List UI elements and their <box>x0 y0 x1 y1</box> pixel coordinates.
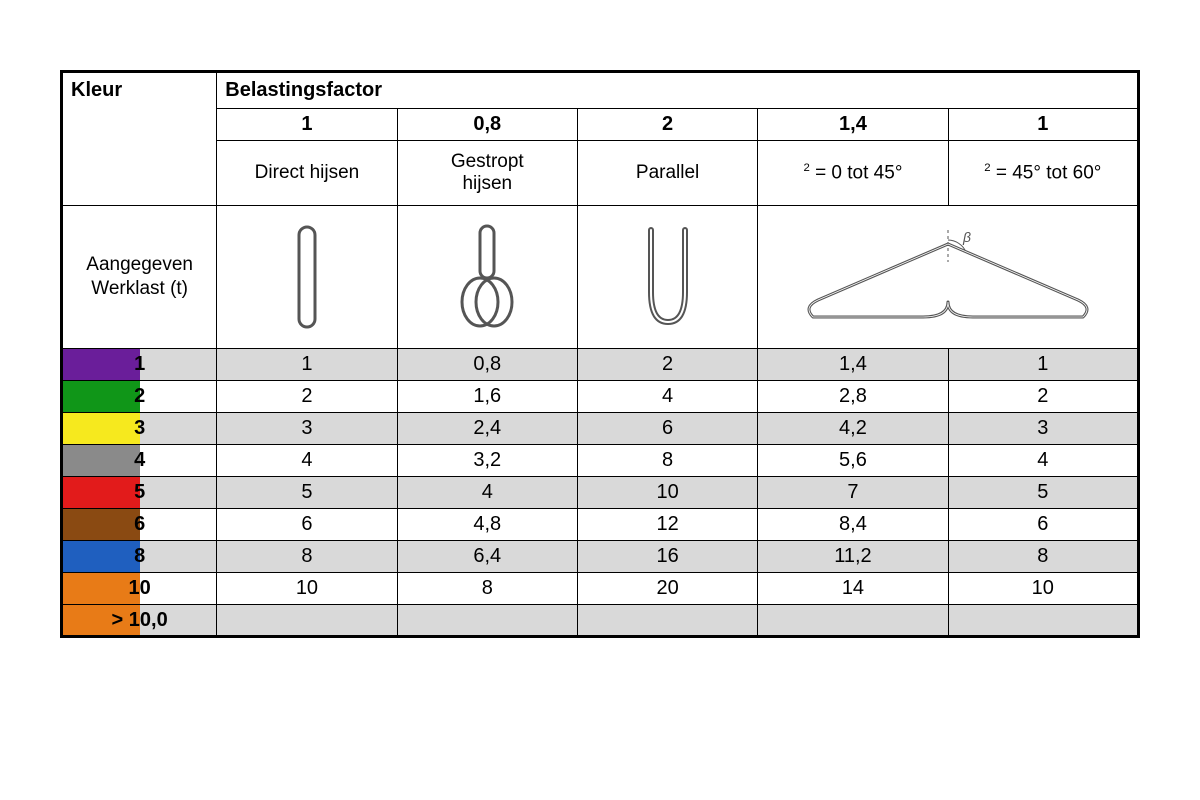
load-factor-table: Kleur Belastingsfactor 1 0,8 2 1,4 1 Dir… <box>60 70 1140 638</box>
value-cell <box>217 605 397 637</box>
value-cell: 4,8 <box>397 509 577 541</box>
row-label: 3 <box>62 413 217 445</box>
gestropt-hijsen-icon <box>397 206 577 349</box>
table-row: 332,464,23 <box>62 413 1139 445</box>
factor-4: 1,4 <box>758 109 948 141</box>
value-cell: 1,4 <box>758 349 948 381</box>
desc-row: Direct hijsen Gestropthijsen Parallel 2 … <box>62 141 1139 206</box>
value-cell: 14 <box>758 573 948 605</box>
value-cell: 20 <box>577 573 757 605</box>
werklast-label: Aangegeven Werklast (t) <box>62 206 217 349</box>
value-cell: 3 <box>948 413 1138 445</box>
factor-2: 0,8 <box>397 109 577 141</box>
parallel-icon <box>577 206 757 349</box>
factor-row: 1 0,8 2 1,4 1 <box>62 109 1139 141</box>
row-label-text: 5 <box>63 481 216 504</box>
table-row: > 10,0 <box>62 605 1139 637</box>
value-cell: 4 <box>217 445 397 477</box>
value-cell: 11,2 <box>758 541 948 573</box>
value-cell: 1,6 <box>397 381 577 413</box>
value-cell: 1 <box>948 349 1138 381</box>
value-cell <box>577 605 757 637</box>
value-cell: 12 <box>577 509 757 541</box>
row-label: 2 <box>62 381 217 413</box>
value-cell: 4 <box>577 381 757 413</box>
value-cell: 8 <box>397 573 577 605</box>
factor-1: 1 <box>217 109 397 141</box>
value-cell: 5 <box>948 477 1138 509</box>
row-label-text: 2 <box>63 385 216 408</box>
factor-3: 2 <box>577 109 757 141</box>
row-label-text: > 10,0 <box>63 609 216 632</box>
row-label: 4 <box>62 445 217 477</box>
value-cell: 4,2 <box>758 413 948 445</box>
value-cell: 3 <box>217 413 397 445</box>
table-row: 5541075 <box>62 477 1139 509</box>
table-row: 10108201410 <box>62 573 1139 605</box>
row-label-text: 4 <box>63 449 216 472</box>
row-label-text: 1 <box>63 353 216 376</box>
desc-0-45: 2 = 0 tot 45° <box>758 141 948 206</box>
value-cell: 1 <box>217 349 397 381</box>
angled-icon: β <box>758 206 1139 349</box>
value-cell: 6,4 <box>397 541 577 573</box>
value-cell: 2 <box>217 381 397 413</box>
belastingsfactor-header: Belastingsfactor <box>217 72 1139 109</box>
direct-hijsen-icon <box>217 206 397 349</box>
value-cell: 16 <box>577 541 757 573</box>
value-cell <box>948 605 1138 637</box>
desc-gestropt: Gestropthijsen <box>397 141 577 206</box>
value-cell: 6 <box>577 413 757 445</box>
factor-5: 1 <box>948 109 1138 141</box>
value-cell: 4 <box>948 445 1138 477</box>
value-cell: 6 <box>948 509 1138 541</box>
value-cell: 8 <box>577 445 757 477</box>
value-cell: 2 <box>948 381 1138 413</box>
value-cell: 5 <box>217 477 397 509</box>
table-row: 221,642,82 <box>62 381 1139 413</box>
value-cell: 10 <box>217 573 397 605</box>
value-cell: 3,2 <box>397 445 577 477</box>
row-label: 6 <box>62 509 217 541</box>
svg-text:β: β <box>962 229 971 245</box>
row-label-text: 6 <box>63 513 216 536</box>
desc-45-60: 2 = 45° tot 60° <box>948 141 1138 206</box>
row-label-text: 3 <box>63 417 216 440</box>
row-label-text: 10 <box>63 577 216 600</box>
value-cell: 6 <box>217 509 397 541</box>
value-cell: 2 <box>577 349 757 381</box>
value-cell: 8,4 <box>758 509 948 541</box>
value-cell: 2,4 <box>397 413 577 445</box>
value-cell: 5,6 <box>758 445 948 477</box>
value-cell: 4 <box>397 477 577 509</box>
desc-parallel: Parallel <box>577 141 757 206</box>
row-label: 1 <box>62 349 217 381</box>
value-cell <box>397 605 577 637</box>
table-row: 664,8128,46 <box>62 509 1139 541</box>
value-cell: 2,8 <box>758 381 948 413</box>
row-label: 5 <box>62 477 217 509</box>
value-cell: 0,8 <box>397 349 577 381</box>
value-cell: 10 <box>577 477 757 509</box>
value-cell: 8 <box>217 541 397 573</box>
value-cell <box>758 605 948 637</box>
table-row: 886,41611,28 <box>62 541 1139 573</box>
value-cell: 7 <box>758 477 948 509</box>
table-row: 443,285,64 <box>62 445 1139 477</box>
row-label: 10 <box>62 573 217 605</box>
value-cell: 8 <box>948 541 1138 573</box>
kleur-header: Kleur <box>62 72 217 206</box>
table-row: 110,821,41 <box>62 349 1139 381</box>
value-cell: 10 <box>948 573 1138 605</box>
illustration-row: Aangegeven Werklast (t) <box>62 206 1139 349</box>
row-label: 8 <box>62 541 217 573</box>
row-label-text: 8 <box>63 545 216 568</box>
row-label: > 10,0 <box>62 605 217 637</box>
desc-direct: Direct hijsen <box>217 141 397 206</box>
